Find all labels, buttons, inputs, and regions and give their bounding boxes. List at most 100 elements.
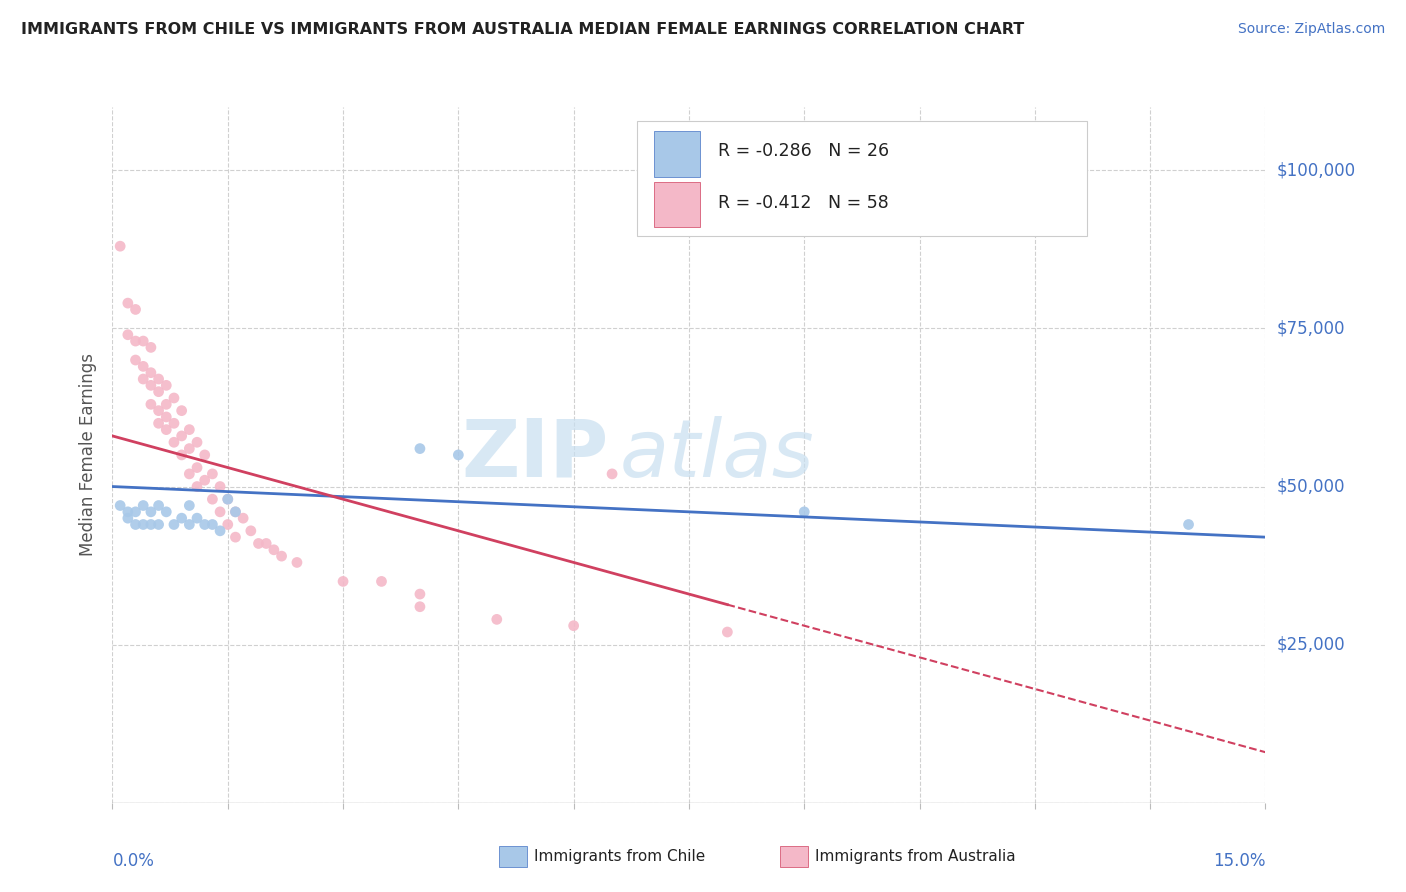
Point bbox=[485, 612, 508, 626]
Point bbox=[186, 511, 208, 525]
Point bbox=[186, 435, 208, 450]
Text: Immigrants from Chile: Immigrants from Chile bbox=[534, 849, 706, 863]
Point bbox=[132, 334, 155, 348]
Point bbox=[179, 442, 201, 456]
Text: ZIP: ZIP bbox=[461, 416, 609, 494]
Point bbox=[194, 448, 217, 462]
Point bbox=[163, 391, 186, 405]
Point bbox=[270, 549, 292, 563]
Point bbox=[124, 505, 146, 519]
Point bbox=[132, 517, 155, 532]
Point bbox=[186, 460, 208, 475]
Point bbox=[148, 517, 170, 532]
Point bbox=[148, 417, 170, 431]
Point bbox=[179, 467, 201, 481]
Point bbox=[209, 479, 232, 493]
Point bbox=[409, 442, 432, 456]
Point bbox=[370, 574, 392, 589]
Text: atlas: atlas bbox=[620, 416, 814, 494]
Text: R = -0.286   N = 26: R = -0.286 N = 26 bbox=[717, 142, 889, 160]
Point bbox=[117, 327, 139, 342]
FancyBboxPatch shape bbox=[654, 131, 700, 177]
Point bbox=[793, 505, 815, 519]
Point bbox=[139, 505, 162, 519]
Point bbox=[179, 517, 201, 532]
Point bbox=[170, 429, 193, 443]
Point bbox=[217, 492, 239, 507]
Point bbox=[209, 505, 232, 519]
Point bbox=[132, 359, 155, 374]
Point bbox=[155, 397, 177, 411]
Point bbox=[194, 517, 217, 532]
Text: 0.0%: 0.0% bbox=[112, 852, 155, 870]
Point bbox=[124, 517, 146, 532]
Point bbox=[163, 435, 186, 450]
Point bbox=[600, 467, 623, 481]
Point bbox=[409, 599, 432, 614]
Point bbox=[108, 499, 131, 513]
Point bbox=[209, 524, 232, 538]
Point bbox=[232, 511, 254, 525]
Point bbox=[201, 517, 224, 532]
Point bbox=[201, 492, 224, 507]
Point bbox=[217, 517, 239, 532]
Point bbox=[155, 378, 177, 392]
Point bbox=[148, 384, 170, 399]
Point bbox=[562, 618, 585, 632]
Y-axis label: Median Female Earnings: Median Female Earnings bbox=[79, 353, 97, 557]
Text: $50,000: $50,000 bbox=[1277, 477, 1346, 496]
Point bbox=[186, 479, 208, 493]
Point bbox=[124, 334, 146, 348]
Text: 15.0%: 15.0% bbox=[1213, 852, 1265, 870]
FancyBboxPatch shape bbox=[654, 182, 700, 227]
Point bbox=[179, 423, 201, 437]
Point bbox=[139, 340, 162, 354]
Point bbox=[139, 366, 162, 380]
Point bbox=[716, 625, 738, 640]
Point bbox=[148, 403, 170, 417]
Point bbox=[163, 517, 186, 532]
Point bbox=[170, 511, 193, 525]
Point bbox=[409, 587, 432, 601]
Text: $100,000: $100,000 bbox=[1277, 161, 1355, 179]
Point bbox=[124, 302, 146, 317]
Point bbox=[332, 574, 354, 589]
Text: Immigrants from Australia: Immigrants from Australia bbox=[815, 849, 1017, 863]
Point bbox=[170, 448, 193, 462]
Point bbox=[285, 556, 308, 570]
Point bbox=[117, 505, 139, 519]
FancyBboxPatch shape bbox=[637, 121, 1087, 235]
Point bbox=[247, 536, 270, 550]
Text: R = -0.412   N = 58: R = -0.412 N = 58 bbox=[717, 194, 889, 212]
Point bbox=[254, 536, 277, 550]
Text: $75,000: $75,000 bbox=[1277, 319, 1346, 337]
Text: IMMIGRANTS FROM CHILE VS IMMIGRANTS FROM AUSTRALIA MEDIAN FEMALE EARNINGS CORREL: IMMIGRANTS FROM CHILE VS IMMIGRANTS FROM… bbox=[21, 22, 1025, 37]
Point bbox=[179, 499, 201, 513]
Point bbox=[194, 473, 217, 487]
Point bbox=[201, 467, 224, 481]
Point bbox=[170, 403, 193, 417]
Point bbox=[117, 296, 139, 310]
Point bbox=[124, 353, 146, 368]
Text: $25,000: $25,000 bbox=[1277, 636, 1346, 654]
Point bbox=[263, 542, 285, 557]
Point bbox=[139, 378, 162, 392]
Point bbox=[132, 499, 155, 513]
Point bbox=[163, 417, 186, 431]
Point bbox=[155, 409, 177, 424]
Point bbox=[108, 239, 131, 253]
Point bbox=[139, 397, 162, 411]
Point bbox=[132, 372, 155, 386]
Point bbox=[148, 499, 170, 513]
Point bbox=[155, 505, 177, 519]
Point bbox=[224, 505, 246, 519]
Point bbox=[239, 524, 262, 538]
Point bbox=[224, 530, 246, 544]
Point bbox=[148, 372, 170, 386]
Point bbox=[155, 423, 177, 437]
Point bbox=[217, 492, 239, 507]
Point bbox=[1177, 517, 1199, 532]
Point bbox=[139, 517, 162, 532]
Point bbox=[117, 511, 139, 525]
Point bbox=[224, 505, 246, 519]
